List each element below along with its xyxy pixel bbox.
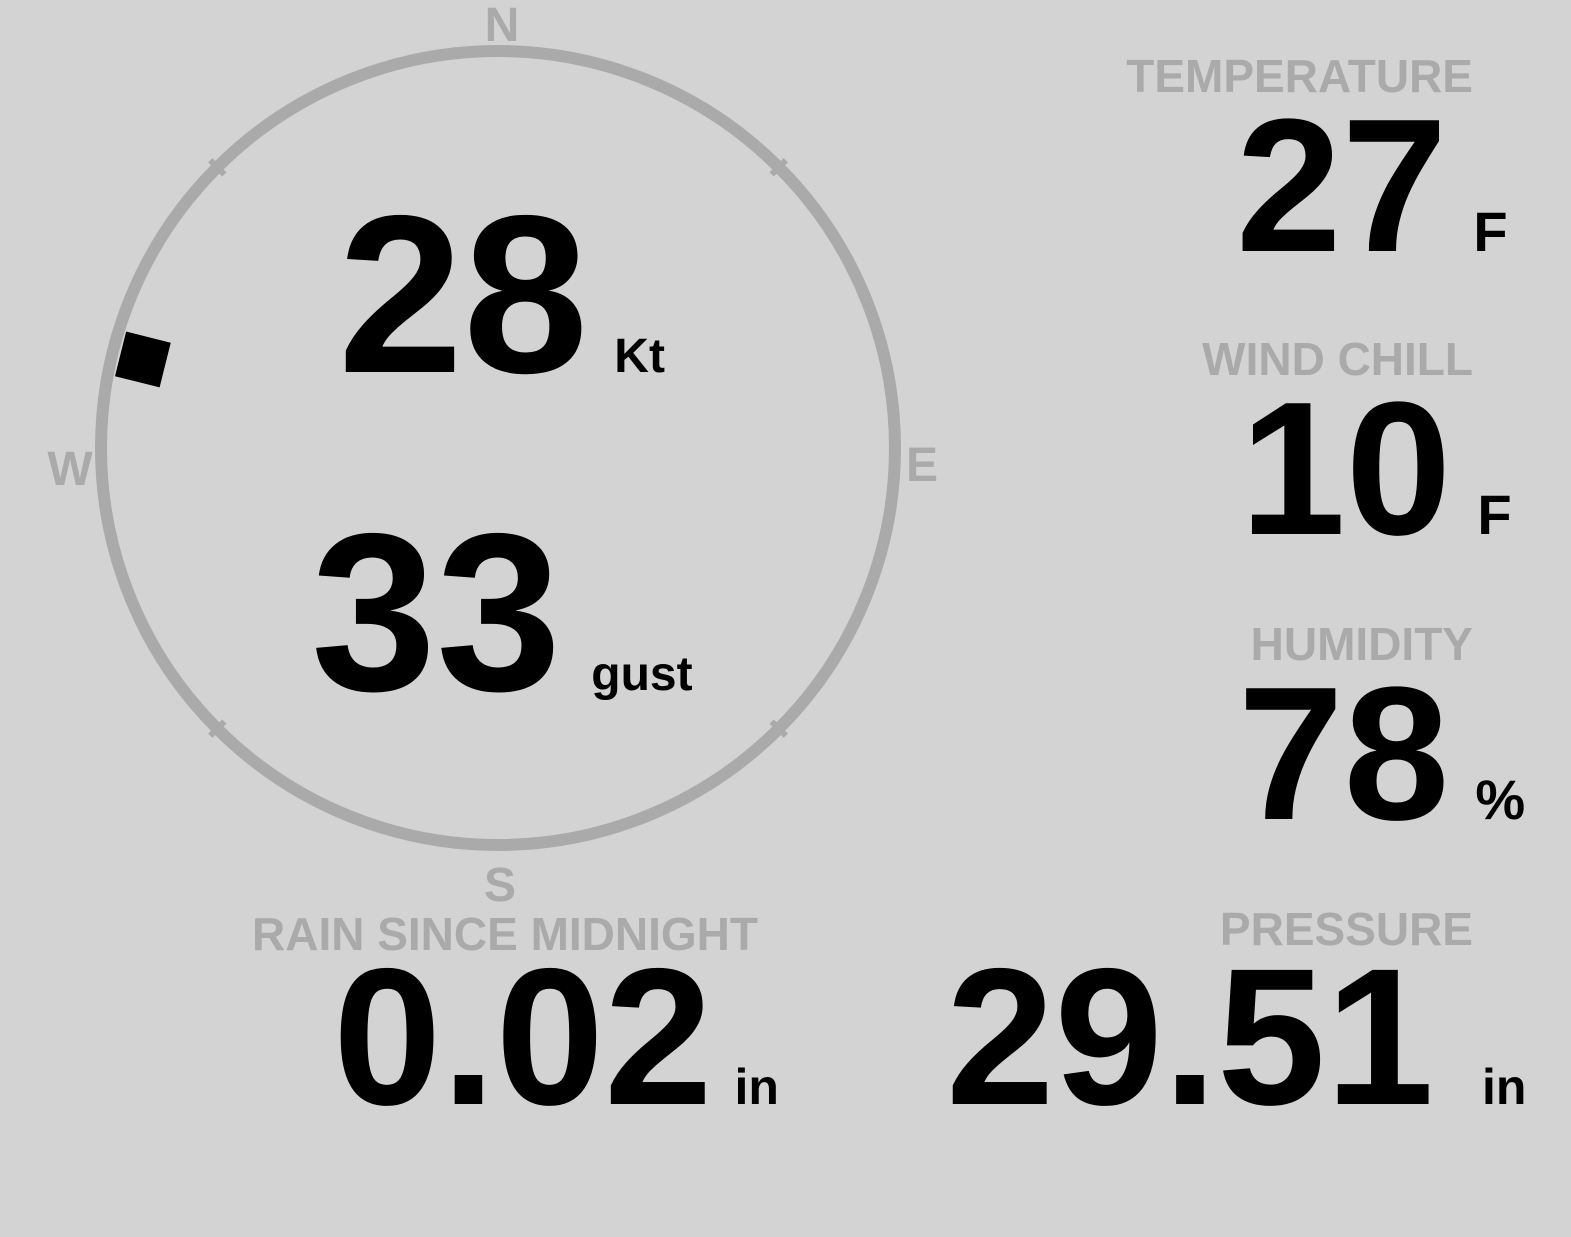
humidity-unit: %	[1475, 768, 1526, 831]
humidity: 78 %	[1238, 659, 1525, 849]
compass-east-label: E	[905, 439, 939, 492]
pressure-label: PRESSURE	[1219, 903, 1473, 955]
wind-gust-value: 33	[311, 486, 562, 738]
wind-chill-unit: F	[1477, 483, 1512, 546]
compass-tick	[769, 719, 788, 738]
wind-speed: 28 Kt	[338, 182, 665, 407]
wind-direction-marker	[114, 331, 171, 388]
wind-chill-label: WIND CHILL	[1202, 333, 1473, 385]
compass-tick	[208, 158, 227, 177]
pressure-unit: in	[1481, 1059, 1527, 1115]
humidity-value: 78	[1238, 648, 1450, 860]
compass-north-label: N	[484, 0, 520, 52]
compass-south-label: S	[483, 859, 517, 912]
wind-gust: 33 gust	[311, 500, 693, 725]
compass-ring	[95, 45, 901, 851]
rain-value: 0.02	[333, 928, 713, 1146]
rain-unit: in	[734, 1059, 779, 1115]
temperature-unit: F	[1473, 200, 1508, 263]
pressure: 29.51 in	[946, 940, 1526, 1135]
wind-speed-unit: Kt	[614, 330, 665, 383]
rain-label: RAIN SINCE MIDNIGHT	[252, 908, 758, 960]
temperature-value: 27	[1236, 80, 1448, 292]
compass-tick	[769, 158, 788, 177]
temperature: 27 F	[1236, 91, 1508, 281]
rain: 0.02 in	[333, 940, 779, 1135]
humidity-label: HUMIDITY	[1250, 618, 1473, 670]
wind-chill: 10 F	[1240, 374, 1512, 564]
wind-gust-unit: gust	[591, 648, 693, 701]
compass-tick	[208, 719, 227, 738]
temperature-label: TEMPERATURE	[1126, 50, 1473, 102]
wind-chill-value: 10	[1240, 363, 1452, 575]
compass-west-label: W	[47, 443, 93, 496]
pressure-value: 29.51	[946, 928, 1434, 1146]
wind-speed-value: 28	[338, 168, 589, 420]
